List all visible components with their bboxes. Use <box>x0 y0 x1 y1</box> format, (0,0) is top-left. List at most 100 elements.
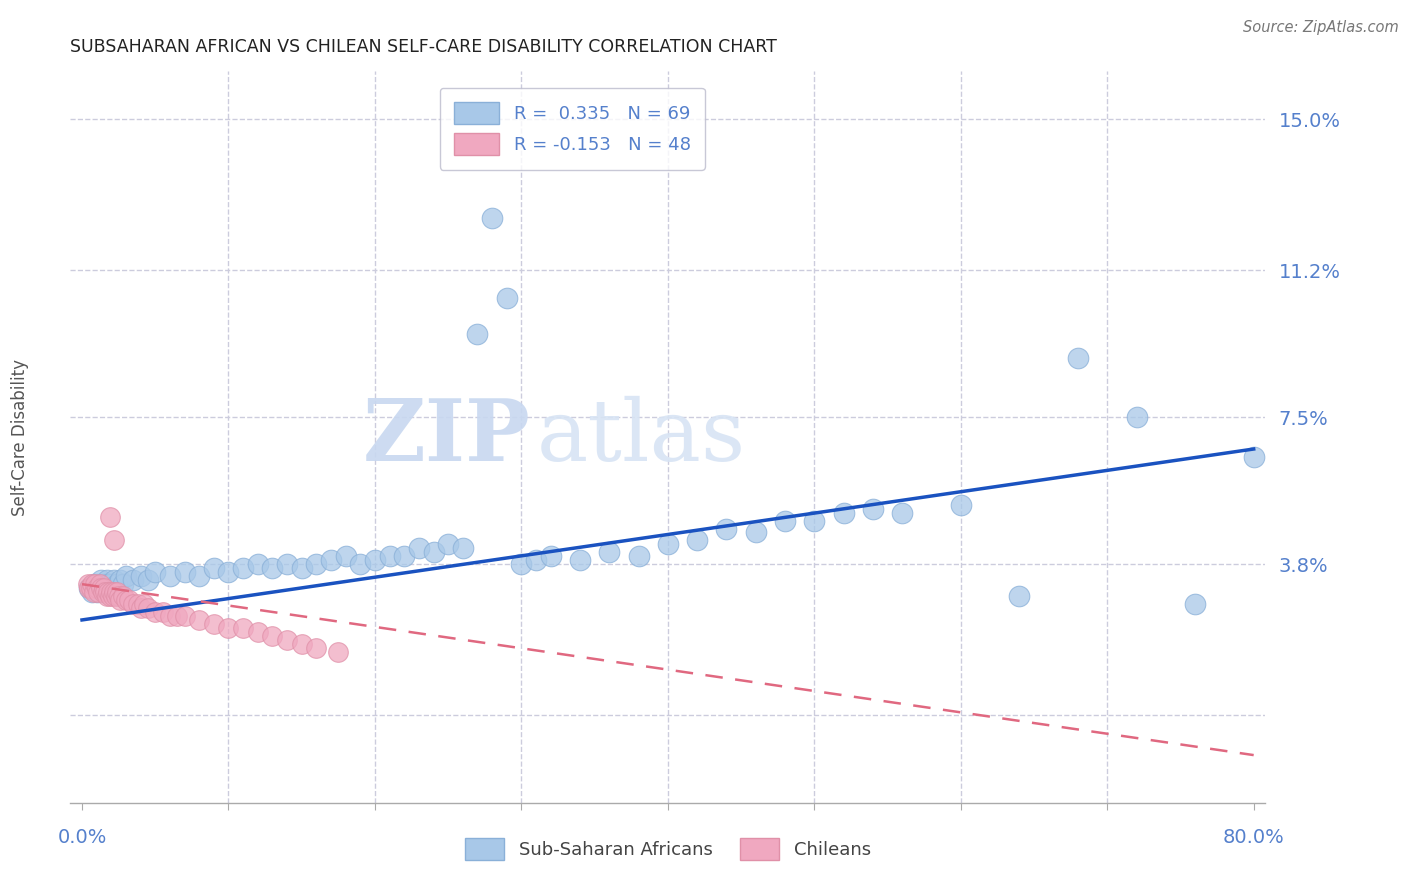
Point <box>103 585 125 599</box>
Point <box>143 566 166 580</box>
Point <box>86 585 108 599</box>
Point <box>408 541 430 556</box>
Point <box>1184 597 1206 611</box>
Point <box>118 593 141 607</box>
Point <box>129 601 152 615</box>
Point <box>319 553 342 567</box>
Point <box>188 613 211 627</box>
Point <box>83 585 105 599</box>
Point <box>627 549 650 564</box>
Point <box>1067 351 1090 365</box>
Point <box>349 558 371 572</box>
Point <box>657 537 679 551</box>
Point <box>90 581 112 595</box>
Point <box>159 609 181 624</box>
Point <box>152 605 174 619</box>
Point <box>378 549 401 564</box>
Point <box>100 585 122 599</box>
Point <box>108 593 131 607</box>
Point <box>100 577 122 591</box>
Point <box>188 569 211 583</box>
Point <box>89 577 111 591</box>
Point <box>305 558 328 572</box>
Point <box>103 573 125 587</box>
Point <box>87 577 110 591</box>
Point <box>136 573 159 587</box>
Point <box>91 585 114 599</box>
Point <box>105 577 128 591</box>
Point <box>101 589 124 603</box>
Point <box>218 566 240 580</box>
Legend: Sub-Saharan Africans, Chileans: Sub-Saharan Africans, Chileans <box>457 830 879 867</box>
Point <box>105 585 128 599</box>
Point <box>115 593 138 607</box>
Text: ZIP: ZIP <box>363 395 530 479</box>
Point <box>82 585 104 599</box>
Point <box>93 581 115 595</box>
Point <box>84 577 107 591</box>
Point <box>276 558 298 572</box>
Point <box>122 597 145 611</box>
Point <box>90 573 112 587</box>
Point <box>98 581 121 595</box>
Point <box>524 553 547 567</box>
Point <box>262 629 284 643</box>
Point <box>803 514 825 528</box>
Point <box>91 585 114 599</box>
Point <box>159 569 181 583</box>
Point <box>686 533 709 548</box>
Point <box>96 589 118 603</box>
Point <box>949 498 972 512</box>
Point <box>84 581 107 595</box>
Point <box>716 521 738 535</box>
Point <box>93 577 115 591</box>
Point <box>86 581 108 595</box>
Point <box>202 561 225 575</box>
Point <box>80 581 103 595</box>
Text: 80.0%: 80.0% <box>1223 828 1285 847</box>
Point <box>104 589 127 603</box>
Point <box>122 573 145 587</box>
Point <box>232 621 254 635</box>
Point <box>202 616 225 631</box>
Point <box>276 632 298 647</box>
Point <box>173 609 195 624</box>
Point <box>98 509 121 524</box>
Point <box>218 621 240 635</box>
Point <box>862 501 884 516</box>
Point <box>98 589 121 603</box>
Point <box>89 581 111 595</box>
Point <box>83 577 105 591</box>
Point <box>112 577 135 591</box>
Point <box>143 605 166 619</box>
Point <box>335 549 357 564</box>
Point <box>112 589 135 603</box>
Point <box>437 537 460 551</box>
Point <box>467 326 489 341</box>
Text: SUBSAHARAN AFRICAN VS CHILEAN SELF-CARE DISABILITY CORRELATION CHART: SUBSAHARAN AFRICAN VS CHILEAN SELF-CARE … <box>70 38 778 56</box>
Point <box>232 561 254 575</box>
Text: atlas: atlas <box>537 395 745 479</box>
Point <box>82 577 104 591</box>
Point <box>1125 410 1147 425</box>
Y-axis label: Self-Care Disability: Self-Care Disability <box>11 359 28 516</box>
Point <box>305 640 328 655</box>
Point <box>510 558 533 572</box>
Point <box>422 545 444 559</box>
Point <box>364 553 387 567</box>
Point <box>392 549 416 564</box>
Point <box>1008 589 1031 603</box>
Point <box>103 533 125 548</box>
Point <box>291 637 314 651</box>
Point <box>891 506 914 520</box>
Text: 0.0%: 0.0% <box>58 828 107 847</box>
Point <box>598 545 620 559</box>
Point <box>246 624 269 639</box>
Point <box>94 581 117 595</box>
Point <box>328 645 350 659</box>
Point <box>115 569 138 583</box>
Point <box>129 569 152 583</box>
Point <box>79 581 101 595</box>
Text: Source: ZipAtlas.com: Source: ZipAtlas.com <box>1243 20 1399 35</box>
Point <box>568 553 592 567</box>
